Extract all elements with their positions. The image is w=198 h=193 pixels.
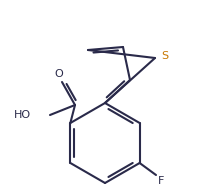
Text: HO: HO bbox=[13, 110, 30, 120]
Text: O: O bbox=[55, 69, 63, 79]
Text: F: F bbox=[158, 176, 164, 186]
Text: S: S bbox=[161, 51, 168, 61]
